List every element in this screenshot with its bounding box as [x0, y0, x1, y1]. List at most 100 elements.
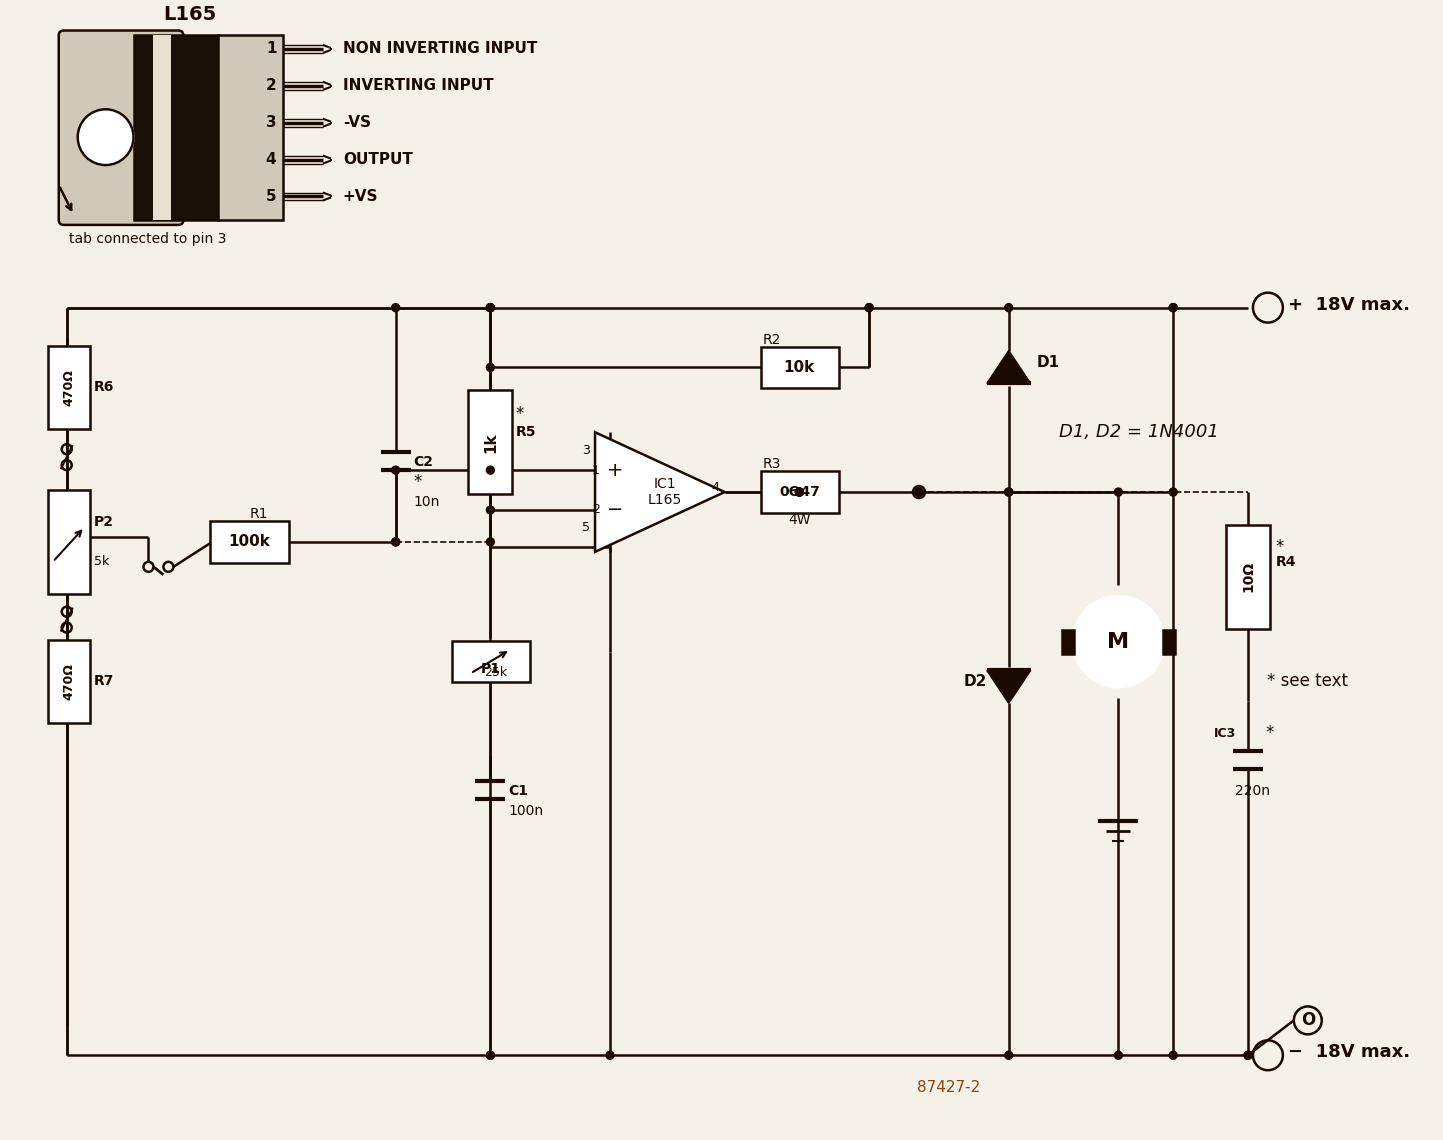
Text: D1: D1	[1036, 355, 1059, 371]
Text: 470Ω: 470Ω	[62, 663, 75, 700]
Text: IC1
L165: IC1 L165	[648, 477, 683, 507]
Circle shape	[915, 488, 924, 496]
Text: R7: R7	[94, 675, 114, 689]
Text: *: *	[515, 406, 524, 423]
Text: R6: R6	[94, 381, 114, 394]
Circle shape	[1169, 303, 1177, 311]
Text: 100n: 100n	[508, 804, 544, 819]
FancyBboxPatch shape	[760, 347, 840, 389]
Text: 10k: 10k	[784, 360, 815, 375]
Text: NON INVERTING INPUT: NON INVERTING INPUT	[343, 41, 537, 57]
Text: 4W: 4W	[788, 513, 811, 527]
Circle shape	[486, 538, 495, 546]
Text: 0Ѳ47: 0Ѳ47	[779, 484, 820, 499]
Bar	[153, 35, 172, 220]
Circle shape	[486, 506, 495, 514]
Text: 5: 5	[582, 521, 590, 535]
Circle shape	[1074, 596, 1163, 686]
Circle shape	[1169, 1051, 1177, 1059]
Text: 25k: 25k	[483, 667, 506, 679]
Text: 5k: 5k	[94, 555, 108, 569]
Circle shape	[1004, 303, 1013, 311]
Circle shape	[795, 488, 804, 496]
FancyBboxPatch shape	[1227, 524, 1270, 628]
Text: 470Ω: 470Ω	[62, 369, 75, 406]
Circle shape	[1004, 1051, 1013, 1059]
Text: −: −	[608, 500, 623, 520]
Text: *: *	[1276, 538, 1284, 556]
Circle shape	[486, 303, 495, 311]
Circle shape	[78, 109, 134, 165]
Circle shape	[606, 1051, 613, 1059]
FancyBboxPatch shape	[48, 490, 89, 594]
Text: tab connected to pin 3: tab connected to pin 3	[69, 231, 227, 246]
Text: *: *	[1266, 724, 1274, 742]
FancyBboxPatch shape	[59, 31, 183, 225]
Text: 4: 4	[711, 481, 720, 494]
FancyBboxPatch shape	[211, 521, 289, 563]
Polygon shape	[987, 670, 1030, 703]
Circle shape	[915, 488, 924, 496]
FancyBboxPatch shape	[760, 471, 840, 513]
Text: M: M	[1107, 632, 1130, 652]
Text: 1: 1	[592, 464, 600, 477]
Text: 100k: 100k	[228, 535, 270, 549]
Circle shape	[1244, 1051, 1253, 1059]
Text: 10n: 10n	[414, 495, 440, 510]
Circle shape	[1169, 488, 1177, 496]
Text: +: +	[606, 461, 623, 480]
Circle shape	[486, 1051, 495, 1059]
Circle shape	[866, 303, 873, 311]
Circle shape	[1114, 1051, 1123, 1059]
Circle shape	[795, 488, 804, 496]
FancyBboxPatch shape	[48, 345, 89, 430]
Text: 220n: 220n	[1235, 784, 1270, 798]
FancyBboxPatch shape	[48, 640, 89, 723]
Circle shape	[391, 538, 400, 546]
Text: L165: L165	[163, 5, 216, 24]
Polygon shape	[987, 350, 1030, 383]
Text: OUTPUT: OUTPUT	[343, 152, 413, 168]
FancyBboxPatch shape	[469, 390, 512, 494]
Circle shape	[1004, 488, 1013, 496]
Circle shape	[486, 1051, 495, 1059]
Text: R2: R2	[762, 333, 781, 347]
Text: 1k: 1k	[483, 432, 498, 453]
Bar	[1163, 629, 1175, 653]
Text: C2: C2	[414, 455, 433, 470]
Bar	[218, 35, 283, 220]
Circle shape	[1244, 1051, 1253, 1059]
Circle shape	[391, 538, 400, 546]
Circle shape	[486, 466, 495, 474]
Text: D2: D2	[964, 674, 987, 689]
Text: 2: 2	[266, 79, 277, 93]
Text: C1: C1	[508, 784, 528, 798]
Text: IC3: IC3	[1214, 727, 1237, 740]
Circle shape	[1169, 303, 1177, 311]
Text: INVERTING INPUT: INVERTING INPUT	[343, 79, 494, 93]
Text: *: *	[414, 473, 421, 491]
Text: −  18V max.: − 18V max.	[1287, 1043, 1410, 1061]
Text: R1: R1	[250, 507, 267, 521]
Text: 87427-2: 87427-2	[918, 1081, 981, 1096]
Text: -VS: -VS	[343, 115, 371, 130]
Circle shape	[486, 364, 495, 372]
Circle shape	[1114, 488, 1123, 496]
Text: R3: R3	[762, 457, 781, 471]
Text: R5: R5	[515, 425, 535, 439]
Text: P1: P1	[481, 661, 501, 676]
Circle shape	[391, 303, 400, 311]
Circle shape	[486, 303, 495, 311]
Text: 4: 4	[266, 152, 277, 168]
Text: P2: P2	[94, 515, 114, 529]
Text: 10Ω: 10Ω	[1241, 561, 1255, 593]
Text: 1: 1	[266, 41, 276, 57]
Text: +VS: +VS	[343, 189, 378, 204]
Circle shape	[1004, 488, 1013, 496]
Text: 3: 3	[266, 115, 277, 130]
Circle shape	[866, 303, 873, 311]
Text: 2: 2	[592, 504, 600, 516]
Circle shape	[795, 488, 804, 496]
Circle shape	[391, 466, 400, 474]
Text: D1, D2 = 1N4001: D1, D2 = 1N4001	[1059, 423, 1218, 441]
